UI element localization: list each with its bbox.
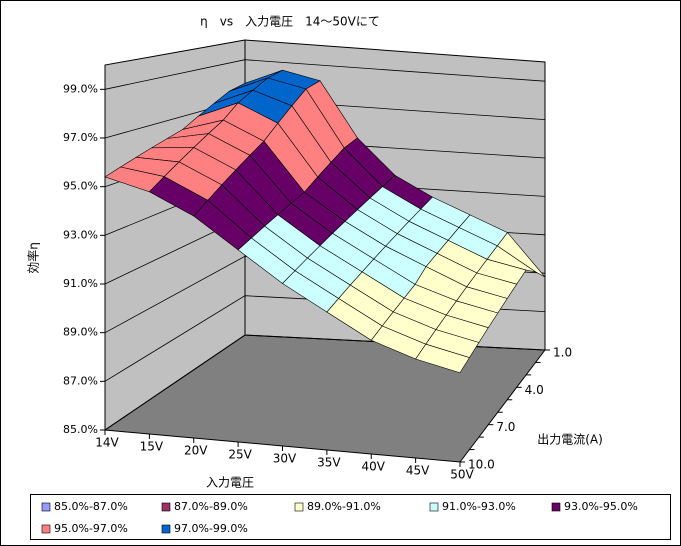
x-axis-title: 入力電圧 <box>206 476 254 490</box>
legend-swatch <box>161 524 171 534</box>
depth-tick-label: 1.0 <box>553 346 572 360</box>
legend-swatch <box>161 502 171 512</box>
legend-label: 87.0%-89.0% <box>174 500 248 513</box>
legend-label: 91.0%-93.0% <box>442 500 516 513</box>
legend-swatch <box>41 502 51 512</box>
x-tick-label: 25V <box>228 448 252 462</box>
x-tick-label: 50V <box>450 468 474 482</box>
legend-swatch <box>294 502 304 512</box>
surface-cell <box>415 343 470 374</box>
z-tick-label: 87.0% <box>63 374 98 387</box>
z-tick-label: 95.0% <box>63 180 98 193</box>
chart-title: η vs 入力電圧 14～50Vにて <box>200 15 380 29</box>
x-tick-label: 35V <box>317 456 341 470</box>
x-tick-label: 30V <box>273 452 297 466</box>
depth-axis-title: 出力電流(A) <box>537 433 603 447</box>
z-tick-label: 93.0% <box>63 228 98 241</box>
z-tick-label: 97.0% <box>63 131 98 144</box>
legend-swatch <box>429 502 439 512</box>
x-tick-label: 14V <box>95 436 119 450</box>
x-tick-label: 40V <box>362 460 386 474</box>
legend-swatch <box>41 524 51 534</box>
legend-label: 97.0%-99.0% <box>174 522 248 535</box>
grid-line <box>104 59 546 90</box>
x-tick-label: 20V <box>184 444 208 458</box>
depth-tick-label: 4.0 <box>525 383 544 397</box>
legend-label: 95.0%-97.0% <box>54 522 128 535</box>
z-tick-label: 85.0% <box>63 423 98 436</box>
z-tick-label: 89.0% <box>63 326 98 339</box>
z-axis-title: 効率η <box>26 242 41 274</box>
legend-swatch <box>551 502 561 512</box>
legend-label: 85.0%-87.0% <box>54 500 128 513</box>
depth-tick-label: 7.0 <box>496 420 515 434</box>
x-tick-label: 45V <box>406 464 430 478</box>
legend-label: 93.0%-95.0% <box>564 500 638 513</box>
x-tick-label: 15V <box>140 440 164 454</box>
z-tick-label: 99.0% <box>63 82 98 95</box>
z-tick-label: 91.0% <box>63 277 98 290</box>
legend-label: 89.0%-91.0% <box>307 500 381 513</box>
depth-tick-label: 10.0 <box>468 458 495 472</box>
legend <box>30 494 671 540</box>
